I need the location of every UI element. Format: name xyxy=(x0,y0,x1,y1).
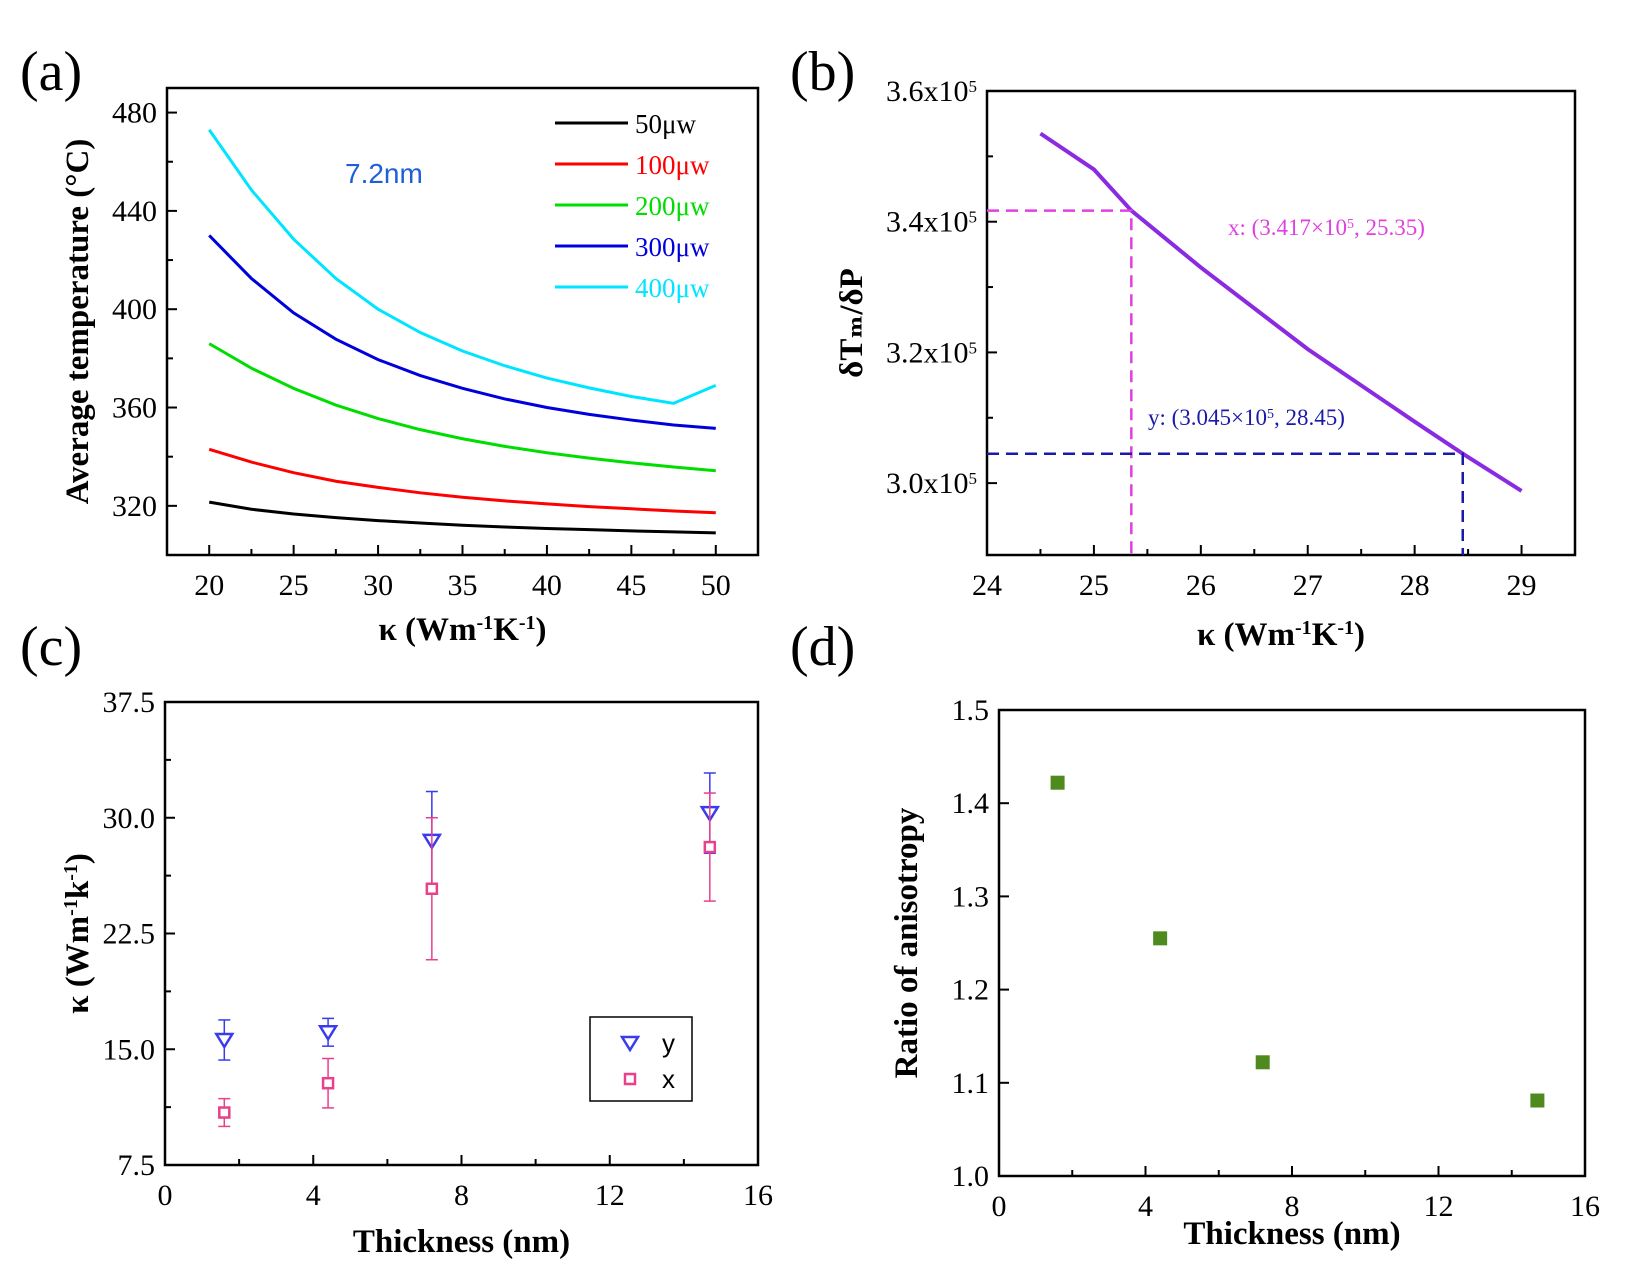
y-tick-label: 1.5 xyxy=(952,694,990,727)
x-tick-label: 0 xyxy=(158,1179,173,1212)
panel-label: (b) xyxy=(790,41,855,103)
y-tick-label: 37.5 xyxy=(103,686,156,719)
annotation-thickness: 7.2nm xyxy=(345,158,423,189)
point-x xyxy=(425,882,439,895)
y-tick-label: 1.4 xyxy=(952,787,990,820)
point-x xyxy=(218,1106,231,1119)
x-tick-label: 25 xyxy=(279,569,309,602)
y-tick-label: 1.3 xyxy=(952,880,990,913)
x-axis-title: Thickness (nm) xyxy=(1183,1216,1400,1252)
point-ratio xyxy=(1255,1055,1270,1070)
marker-dashed-guide xyxy=(987,452,1464,555)
legend-label: 300μw xyxy=(635,232,710,262)
y-tick-label: 360 xyxy=(112,392,157,425)
legend-marker xyxy=(619,1035,641,1053)
series-line-400μw xyxy=(207,128,717,405)
panel-a: (a) 20 25 30 35 40 45 50 320 360 400 440 480 κ (Wm-1K… xyxy=(20,41,760,648)
x-tick-label: 8 xyxy=(1285,1190,1300,1223)
legend-label: 400μw xyxy=(635,273,710,303)
series-line-100μw xyxy=(208,447,716,515)
x-tick-label: 12 xyxy=(1424,1190,1454,1223)
legend-label: 50μw xyxy=(635,109,696,139)
x-tick-label: 35 xyxy=(448,569,478,602)
x-axis-title: κ (Wm-1K-1) xyxy=(1197,617,1365,653)
y-tick-label: 3.6x105 xyxy=(886,75,977,108)
x-tick-label: 4 xyxy=(1138,1190,1153,1223)
series-line-dT-dP xyxy=(1039,131,1523,493)
y-axis-title: κ (Wm-1k-1) xyxy=(60,853,96,1014)
marker-annotation: x: (3.417×105, 25.35) xyxy=(1228,215,1425,240)
y-tick-label: 7.5 xyxy=(118,1149,156,1182)
panel-d: (d) 0 4 8 12 16 1.0 1.1 1.2 1.3 1.4 1.5 Thickness (n… xyxy=(790,616,1600,1252)
plot-frame xyxy=(997,708,1587,1178)
point-ratio xyxy=(1153,931,1168,946)
series-line-50μw xyxy=(208,500,716,535)
x-tick-label: 16 xyxy=(1570,1190,1600,1223)
point-y xyxy=(214,1032,235,1050)
marker-annotation: y: (3.045×105, 28.45) xyxy=(1148,405,1345,430)
y-tick-label: 3.0x105 xyxy=(886,467,977,500)
x-axis-title: Thickness (nm) xyxy=(353,1224,570,1260)
x-tick-label: 20 xyxy=(194,569,224,602)
x-tick-label: 12 xyxy=(595,1179,625,1212)
x-tick-label: 0 xyxy=(992,1190,1007,1223)
legend-box xyxy=(589,1016,693,1102)
y-tick-label: 22.5 xyxy=(103,918,156,951)
x-tick-label: 29 xyxy=(1507,569,1537,602)
point-x xyxy=(321,1076,335,1090)
y-axis-title: δTₘ/δP xyxy=(834,268,870,378)
x-tick-label: 50 xyxy=(701,569,731,602)
series-line-300μw xyxy=(208,234,716,430)
x-tick-label: 27 xyxy=(1293,569,1323,602)
panel-c: (c) 0 4 8 12 16 7.5 15.0 22.5 30.0 37.5 Thickness (… xyxy=(20,616,773,1260)
legend-label: x xyxy=(662,1064,675,1094)
y-tick-label: 440 xyxy=(112,195,157,228)
x-tick-label: 45 xyxy=(616,569,646,602)
y-tick-label: 1.0 xyxy=(952,1160,990,1193)
panel-label: (c) xyxy=(20,616,82,678)
y-tick-label: 1.1 xyxy=(952,1067,990,1100)
y-axis-title: Ratio of anisotropy xyxy=(889,807,925,1078)
series-line-200μw xyxy=(208,342,716,473)
y-axis-title: Average temperature (°C) xyxy=(60,139,96,505)
x-tick-label: 30 xyxy=(363,569,393,602)
x-tick-label: 16 xyxy=(743,1179,773,1212)
panel-label: (a) xyxy=(20,41,82,103)
legend-marker xyxy=(623,1072,637,1086)
marker-dashed-guide xyxy=(987,209,1133,555)
x-tick-label: 24 xyxy=(972,569,1002,602)
point-ratio xyxy=(1050,775,1065,790)
legend-label: y xyxy=(662,1028,675,1058)
y-tick-label: 400 xyxy=(112,293,157,326)
x-tick-label: 26 xyxy=(1186,569,1216,602)
x-tick-label: 25 xyxy=(1079,569,1109,602)
point-ratio xyxy=(1530,1093,1545,1108)
x-tick-label: 40 xyxy=(532,569,562,602)
x-tick-label: 4 xyxy=(306,1179,321,1212)
x-tick-label: 8 xyxy=(454,1179,469,1212)
y-tick-label: 30.0 xyxy=(103,802,156,835)
plot-frame xyxy=(985,89,1577,557)
x-axis-title: κ (Wm-1K-1) xyxy=(378,612,546,648)
x-tick-label: 28 xyxy=(1400,569,1430,602)
y-tick-label: 3.2x105 xyxy=(886,336,977,369)
y-tick-label: 3.4x105 xyxy=(886,206,977,239)
y-tick-label: 480 xyxy=(112,97,157,130)
y-tick-label: 1.2 xyxy=(952,974,990,1007)
legend-label: 100μw xyxy=(635,150,710,180)
point-y xyxy=(317,1025,339,1042)
y-tick-label: 15.0 xyxy=(103,1033,156,1066)
panel-label: (d) xyxy=(790,616,855,678)
legend-label: 200μw xyxy=(635,191,710,221)
y-tick-label: 320 xyxy=(112,490,157,523)
point-x xyxy=(703,840,717,854)
panel-b: (b) 24 25 26 27 28 29 3.0x105 3.2x105 3.4x105 3.6x… xyxy=(790,41,1577,653)
